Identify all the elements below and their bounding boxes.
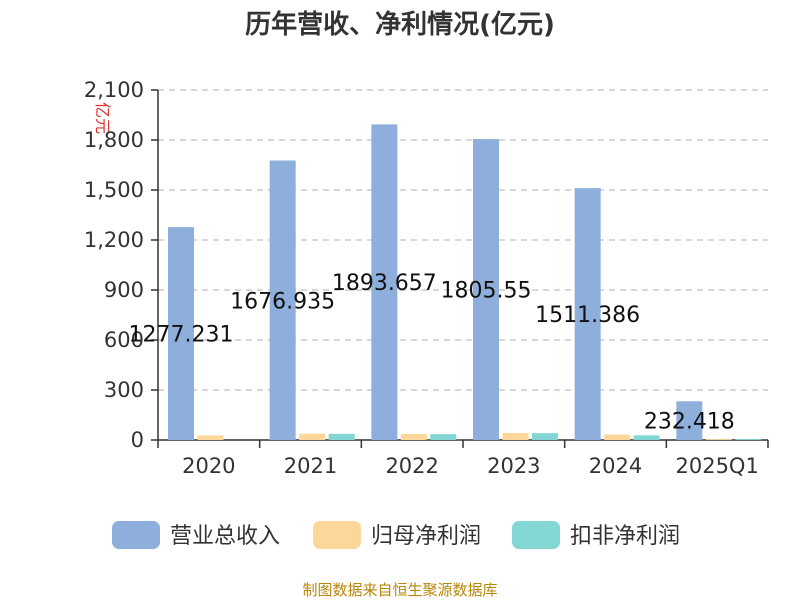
bar-2020	[168, 227, 194, 440]
x-tick-label: 2023	[487, 454, 540, 478]
bar-2021	[328, 433, 355, 440]
legend-swatch	[112, 521, 160, 549]
bar-2022	[400, 434, 427, 440]
legend-item: 归母净利润	[313, 521, 481, 549]
y-tick-label: 2,100	[84, 78, 144, 102]
bar-2022	[430, 434, 457, 440]
y-tick-label: 1,800	[84, 128, 144, 152]
legend-label: 营业总收入	[170, 524, 280, 549]
data-label: 232.418	[644, 410, 735, 435]
x-tick-label: 2021	[284, 454, 337, 478]
legend-item: 扣非净利润	[512, 521, 680, 549]
x-tick-label: 2022	[385, 454, 438, 478]
x-tick-label: 2020	[182, 454, 235, 478]
y-axis-label: 亿元	[93, 102, 112, 134]
y-tick-label: 900	[104, 278, 144, 302]
bar-2023	[502, 433, 529, 440]
bar-2023	[532, 433, 558, 440]
bar-2025Q1	[676, 401, 703, 440]
bar-2024	[633, 435, 660, 440]
bars	[168, 124, 762, 440]
bar-2021	[299, 433, 326, 440]
legend-item: 营业总收入	[112, 521, 280, 549]
data-label: 1277.231	[129, 323, 234, 348]
data-label: 1676.935	[230, 289, 335, 314]
x-tick-label: 2025Q1	[675, 454, 758, 478]
y-tick-label: 600	[104, 328, 144, 352]
legend-swatch	[512, 521, 560, 549]
y-tick-label: 300	[104, 378, 144, 402]
y-tick-label: 0	[131, 428, 144, 452]
bar-2024	[574, 188, 601, 440]
data-label: 1893.657	[332, 271, 437, 296]
y-tick-label: 1,500	[84, 178, 144, 202]
legend-label: 扣非净利润	[570, 524, 680, 549]
source-note: 制图数据来自恒生聚源数据库	[302, 581, 497, 599]
legend-label: 归母净利润	[371, 524, 481, 549]
grid-lines	[158, 89, 768, 391]
bar-2023	[473, 139, 499, 440]
bar-2020	[197, 435, 224, 440]
x-tick-label: 2024	[589, 454, 642, 478]
bar-2025Q1	[705, 439, 732, 440]
data-label: 1511.386	[535, 303, 640, 328]
bar-2024	[604, 434, 631, 440]
bar-2022	[371, 124, 398, 440]
axes: 0 300 600 900 1,200 1,500 1,800 2,100 2020 2021 20…	[84, 78, 769, 478]
chart-title: 历年营收、净利情况(亿元)	[245, 9, 555, 40]
y-tick-label: 1,200	[84, 228, 144, 252]
bar-2025Q1	[735, 439, 762, 440]
legend: 营业总收入 归母净利润 扣非净利润	[112, 521, 680, 549]
data-label: 1805.55	[441, 279, 532, 304]
bar-2021	[269, 160, 296, 440]
legend-swatch	[313, 521, 361, 549]
